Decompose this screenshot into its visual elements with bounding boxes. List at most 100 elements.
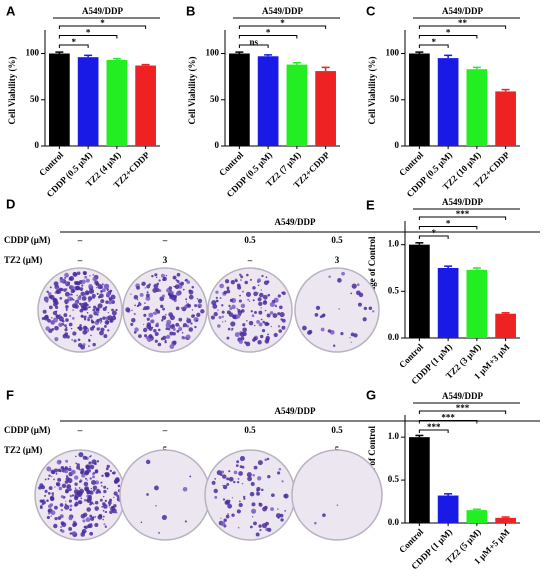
colony — [85, 477, 88, 480]
colony — [172, 331, 176, 336]
colony — [328, 275, 331, 278]
colony — [372, 310, 375, 313]
colony — [213, 311, 218, 317]
colony — [256, 491, 261, 496]
colony — [95, 284, 98, 286]
colony — [148, 312, 154, 318]
colony — [44, 478, 47, 481]
colony — [48, 474, 51, 477]
colony — [71, 294, 73, 296]
colony — [228, 470, 231, 473]
colony — [87, 318, 90, 322]
plate-title: A549/DDP — [275, 406, 316, 416]
colony — [100, 290, 103, 293]
chart-title: A549/DDP — [442, 197, 483, 207]
plate-dish — [119, 449, 211, 541]
colony-plate — [37, 267, 123, 353]
error-bar — [472, 267, 481, 270]
colony — [161, 319, 164, 322]
colony — [84, 525, 88, 529]
colony — [84, 486, 90, 492]
colony — [87, 523, 93, 529]
colony — [94, 500, 99, 505]
colony-plate — [122, 267, 208, 353]
colony — [233, 470, 238, 475]
row-value: 0.5 — [244, 235, 256, 245]
colony — [107, 500, 112, 505]
colony — [88, 288, 95, 294]
colony — [111, 300, 115, 304]
colony — [43, 297, 49, 303]
bar — [437, 495, 459, 523]
colony — [90, 516, 95, 521]
colony — [97, 514, 103, 520]
colony — [336, 504, 339, 507]
y-axis-label: Cell Viability (%) — [187, 57, 197, 125]
colony — [72, 298, 75, 301]
colony — [233, 480, 236, 484]
significance-label: * — [446, 219, 451, 229]
colony — [182, 325, 185, 328]
colony — [59, 503, 64, 507]
colony — [320, 327, 325, 332]
colony — [141, 281, 146, 286]
colony — [107, 329, 110, 332]
colony — [49, 294, 55, 300]
colony — [116, 494, 120, 498]
y-tick-label: 0.5 — [388, 285, 400, 295]
colony — [190, 322, 193, 325]
colony — [64, 277, 67, 279]
colony — [273, 332, 278, 338]
row-label: CDDP (μM) — [4, 425, 50, 435]
significance-bracket — [418, 44, 449, 48]
colony — [246, 273, 249, 277]
colony — [214, 477, 217, 480]
colony — [101, 288, 106, 293]
colony — [90, 487, 93, 490]
colony — [49, 503, 54, 507]
colony — [80, 344, 86, 350]
colony — [71, 494, 75, 497]
colony — [258, 322, 263, 327]
colony — [264, 300, 267, 303]
colony — [87, 317, 89, 319]
colony — [191, 286, 195, 289]
significance-label: *** — [427, 422, 441, 432]
colony — [70, 469, 76, 475]
colony — [158, 279, 161, 282]
colony — [94, 462, 97, 466]
colony — [99, 322, 102, 324]
colony — [176, 329, 180, 333]
colony — [103, 325, 107, 328]
colony — [65, 490, 69, 494]
colony — [103, 492, 105, 494]
colony — [174, 277, 176, 279]
colony — [322, 313, 326, 317]
colony — [60, 495, 64, 499]
colony — [221, 470, 225, 474]
colony — [315, 305, 321, 311]
colony — [145, 296, 151, 301]
colony — [195, 319, 198, 322]
colony — [81, 295, 87, 301]
colony — [182, 486, 188, 492]
colony — [96, 327, 100, 331]
colony — [215, 299, 219, 303]
colony — [65, 308, 68, 311]
significance-bracket — [418, 226, 478, 230]
colony — [196, 298, 199, 300]
panel-letter: A — [6, 3, 16, 18]
colony — [53, 468, 58, 473]
colony — [73, 339, 76, 342]
colony — [69, 465, 71, 468]
bar — [49, 53, 70, 146]
colony — [178, 326, 183, 332]
colony — [68, 516, 73, 521]
colony — [88, 306, 91, 309]
colony — [89, 501, 94, 505]
x-tick-label: Control — [397, 341, 426, 370]
colony — [89, 464, 95, 470]
colony — [50, 316, 53, 319]
y-tick-label: 50 — [30, 94, 40, 104]
colony — [96, 292, 99, 295]
